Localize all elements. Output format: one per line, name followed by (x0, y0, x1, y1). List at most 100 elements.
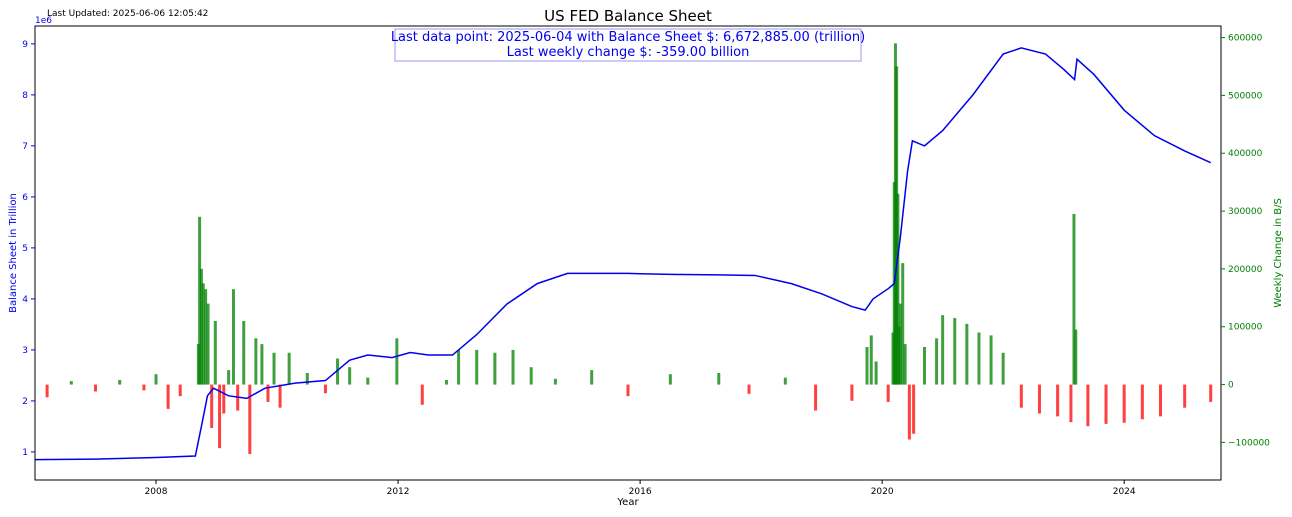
right-axis-ticks: −100000 0 100000 200000 300000 400000 500000 60… (1221, 34, 1270, 448)
weekly-change-bars (45, 43, 1213, 454)
left-tick-label: 9 (22, 40, 28, 50)
weekly-change-bar (1086, 384, 1090, 427)
weekly-change-bar (222, 384, 226, 414)
last-updated-label: Last Updated: 2025-06-06 12:05:42 (47, 9, 208, 19)
weekly-change-bar (965, 323, 969, 385)
right-tick-label: 200000 (1228, 265, 1263, 275)
x-axis-label: Year (616, 497, 639, 508)
right-tick-label: 500000 (1228, 91, 1263, 101)
weekly-change-bar (260, 344, 264, 385)
x-tick-label: 2016 (629, 487, 652, 497)
weekly-change-bar (1001, 352, 1005, 385)
weekly-change-bar (1037, 384, 1041, 414)
weekly-change-bar (198, 216, 202, 385)
left-tick-label: 5 (22, 244, 28, 254)
annotation-line-1: Last data point: 2025-06-04 with Balance… (391, 30, 865, 45)
x-tick-label: 2008 (145, 487, 168, 497)
weekly-change-bar (874, 361, 878, 385)
weekly-change-bar (210, 384, 214, 428)
weekly-change-bar (201, 283, 205, 385)
weekly-change-bar (444, 379, 448, 385)
weekly-change-bar (45, 384, 49, 398)
weekly-change-bar (1122, 384, 1126, 423)
weekly-change-bar (457, 349, 461, 385)
weekly-change-bar (199, 268, 203, 385)
weekly-change-bar (989, 335, 993, 385)
weekly-change-bar (898, 303, 902, 385)
annotation-box: Last data point: 2025-06-04 with Balance… (391, 28, 865, 62)
weekly-change-bar (747, 384, 751, 394)
weekly-change-bar (1019, 384, 1023, 408)
x-axis-ticks: 2008 2012 2016 2020 2024 (145, 480, 1136, 497)
weekly-change-bar (154, 374, 158, 385)
weekly-change-bar (266, 384, 270, 402)
weekly-change-bar (420, 384, 424, 405)
left-axis-ticks: 1 2 3 4 5 6 7 8 9 (22, 40, 35, 458)
weekly-change-bar (1056, 384, 1060, 417)
plot-frame (34, 25, 1222, 481)
weekly-change-bar (323, 384, 327, 394)
weekly-change-bar (206, 303, 210, 385)
weekly-change-bar (953, 318, 957, 385)
weekly-change-bar (272, 352, 276, 385)
weekly-change-bar (529, 367, 533, 385)
weekly-change-bar (1069, 384, 1073, 423)
left-tick-label: 6 (22, 193, 28, 203)
right-axis-label: Weekly Change in B/S (1273, 198, 1284, 308)
weekly-change-bar (907, 384, 911, 440)
weekly-change-bar (218, 384, 222, 449)
weekly-change-bar (1072, 213, 1076, 385)
left-tick-label: 2 (22, 397, 28, 407)
balance-sheet-line-layer (34, 47, 1212, 461)
weekly-change-bar (814, 384, 818, 411)
weekly-change-bar (1209, 384, 1213, 402)
weekly-change-bar (395, 338, 399, 385)
weekly-change-bar (1183, 384, 1187, 408)
weekly-change-bar (511, 349, 515, 385)
weekly-change-bar (865, 346, 869, 385)
right-tick-label: 300000 (1228, 207, 1263, 217)
weekly-change-bar (553, 378, 557, 385)
weekly-change-bar (254, 338, 258, 385)
weekly-change-bar (717, 373, 721, 385)
weekly-change-bar (178, 384, 182, 397)
weekly-change-bar (287, 352, 291, 385)
weekly-change-bar (242, 320, 246, 385)
weekly-change-bar (213, 320, 217, 385)
weekly-change-bar (1140, 384, 1144, 420)
right-tick-label: 100000 (1228, 323, 1263, 333)
right-tick-label: 0 (1228, 381, 1234, 391)
weekly-change-bar (896, 193, 900, 385)
weekly-change-bar (977, 332, 981, 385)
weekly-change-bar (204, 289, 208, 385)
weekly-change-bar (475, 349, 479, 385)
weekly-change-bar (278, 384, 282, 408)
weekly-change-bar (1158, 384, 1162, 417)
weekly-change-bar (1074, 329, 1078, 385)
weekly-change-bar (850, 384, 854, 401)
weekly-change-bar (231, 289, 235, 385)
weekly-change-bar (923, 346, 926, 385)
weekly-change-bar (935, 338, 939, 385)
annotation-frame (394, 28, 862, 62)
weekly-change-bar (305, 373, 309, 385)
weekly-change-bar (668, 374, 672, 385)
weekly-change-bar (590, 370, 594, 385)
left-tick-label: 8 (22, 91, 28, 101)
x-tick-label: 2024 (1113, 487, 1136, 497)
weekly-change-bar (783, 377, 787, 385)
left-tick-label: 3 (22, 346, 28, 356)
left-tick-label: 4 (22, 295, 28, 305)
weekly-change-bar (901, 263, 905, 385)
chart-title: US FED Balance Sheet (544, 7, 712, 25)
left-tick-label: 1 (22, 448, 28, 458)
x-tick-label: 2020 (871, 487, 894, 497)
right-tick-label: 400000 (1228, 149, 1263, 159)
left-tick-label: 7 (22, 142, 28, 152)
weekly-change-bar (248, 384, 252, 454)
weekly-change-bar (366, 377, 370, 385)
weekly-change-bar (69, 381, 73, 385)
weekly-change-bar (142, 384, 146, 391)
